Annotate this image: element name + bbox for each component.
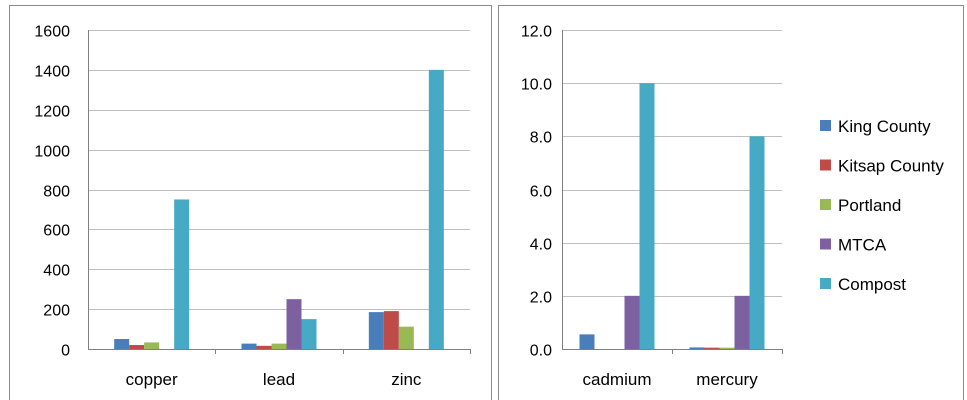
y-tick-label: 6.0 xyxy=(530,184,552,201)
legend-swatch xyxy=(820,159,831,171)
bar-kitsap-county-lead xyxy=(256,345,272,349)
legend-label: Compost xyxy=(838,275,906,294)
legend-label: King County xyxy=(838,117,931,136)
y-tick-label: 400 xyxy=(43,263,70,280)
x-tick-label: zinc xyxy=(391,370,422,389)
bar-compost-copper xyxy=(174,199,190,349)
legend-label: Portland xyxy=(838,196,901,215)
bar-king-county-zinc xyxy=(368,312,384,349)
bar-portland-zinc xyxy=(398,326,414,349)
bar-king-county-lead xyxy=(241,343,257,349)
bar-king-county-cadmium xyxy=(579,334,595,349)
left-chart: 0 200 400 600 800 1000 1200 1400 1600 copper lead z… xyxy=(34,24,471,389)
bar-kitsap-county-zinc xyxy=(383,311,399,349)
left-chart-frame xyxy=(9,5,492,400)
legend-swatch xyxy=(820,120,831,131)
bar-kitsap-county-mercury xyxy=(704,347,720,349)
bar-portland-mercury xyxy=(719,347,735,349)
y-tick-label: 0.0 xyxy=(530,343,552,360)
y-tick-label: 0 xyxy=(61,343,70,360)
y-tick-label: 8.0 xyxy=(530,130,552,147)
y-tick-label: 1600 xyxy=(34,24,70,41)
bar-mtca-cadmium xyxy=(624,295,640,349)
legend-swatch xyxy=(820,238,831,250)
legend-label: MTCA xyxy=(838,236,887,255)
y-tick-label: 200 xyxy=(43,303,70,320)
legend-label: Kitsap County xyxy=(838,157,944,176)
y-tick-label: 1000 xyxy=(34,144,70,161)
x-tick-label: mercury xyxy=(696,370,758,389)
x-tick-label: copper xyxy=(126,370,178,389)
bar-compost-cadmium xyxy=(639,83,655,350)
y-tick-label: 12.0 xyxy=(521,24,552,41)
x-tick-label: cadmium xyxy=(583,370,652,389)
bar-kitsap-county-copper xyxy=(129,345,145,349)
x-tick-label: lead xyxy=(263,370,295,389)
bar-king-county-mercury xyxy=(689,347,705,349)
bar-king-county-copper xyxy=(114,339,130,349)
y-tick-label: 4.0 xyxy=(530,237,552,254)
bar-mtca-mercury xyxy=(734,295,750,349)
bar-compost-zinc xyxy=(428,69,444,349)
chart-legend: King County Kitsap County Portland MTCA Comp… xyxy=(820,117,944,294)
bar-compost-mercury xyxy=(749,136,765,349)
y-tick-label: 1400 xyxy=(34,64,70,81)
y-tick-label: 10.0 xyxy=(521,77,552,94)
bar-mtca-lead xyxy=(286,299,302,349)
legend-swatch xyxy=(820,199,831,210)
bar-compost-lead xyxy=(301,319,317,349)
y-tick-label: 1200 xyxy=(34,104,70,121)
right-chart: 0.0 2.0 4.0 6.0 8.0 10.0 12.0 cadmium mercury xyxy=(521,24,783,389)
y-tick-label: 600 xyxy=(43,223,70,240)
bar-portland-copper xyxy=(144,342,160,349)
right-chart-frame xyxy=(498,5,964,400)
legend-swatch xyxy=(820,278,831,289)
bar-portland-lead xyxy=(271,343,287,349)
y-tick-label: 800 xyxy=(43,184,70,201)
y-tick-label: 2.0 xyxy=(530,290,552,307)
